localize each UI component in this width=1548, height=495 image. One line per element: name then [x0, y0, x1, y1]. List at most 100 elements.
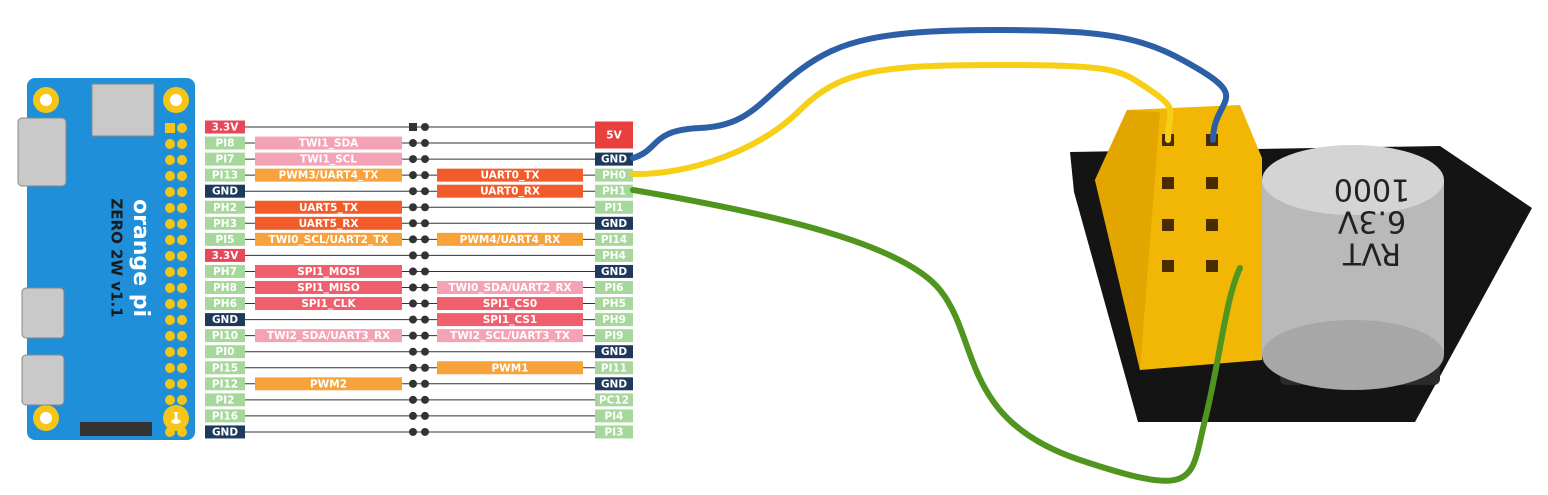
right-pin-label: PI11: [601, 362, 627, 374]
right-function-label-bg: [437, 329, 583, 343]
pin-dot: [409, 347, 417, 356]
right-pin-label: PH9: [602, 314, 626, 326]
pin-dot: [409, 427, 417, 436]
left-pin-label-bg: [205, 200, 245, 214]
pin-dot: [409, 395, 417, 404]
pin-dot: [409, 283, 417, 292]
capacitor-text: RVT: [1342, 236, 1401, 271]
board-pin: [177, 267, 187, 277]
board-pin: [165, 155, 175, 165]
left-function-label: SPI1_MISO: [297, 282, 360, 294]
left-function-label-bg: [255, 377, 402, 391]
right-pin-label-bg: [595, 345, 633, 359]
left-pin-label-bg: [205, 377, 245, 391]
right-pin-label-bg: [595, 361, 633, 375]
capacitor-top: [1262, 145, 1444, 215]
wire-rx: [630, 187, 1243, 484]
pin-dot: [421, 395, 429, 404]
left-function-label-bg: [255, 232, 402, 246]
pin-dot: [421, 379, 429, 388]
pin-dot: [409, 411, 417, 420]
right-pin-label-bg: [595, 281, 633, 294]
left-pin-label: PH8: [213, 282, 237, 294]
right-pin-label-bg: [595, 377, 633, 391]
right-pin-label-bg: [595, 248, 633, 262]
right-pin-label-bg: [595, 425, 633, 439]
right-function-label: SPI1_CS1: [483, 314, 538, 326]
board-pin: [177, 427, 187, 437]
board-pin: [165, 379, 175, 389]
board-model: ZERO 2W v1.1: [108, 198, 126, 317]
capacitor-bottom: [1262, 320, 1444, 390]
board-pin: [165, 171, 175, 181]
mount-hole: [40, 412, 52, 424]
capacitor-text: 1000: [1334, 172, 1410, 207]
left-pin-label: PI10: [212, 330, 238, 342]
left-pin-label: PI13: [212, 170, 238, 182]
board-pin: [177, 123, 187, 133]
board-pin: [165, 411, 175, 421]
left-pin-label-bg: [205, 216, 245, 230]
left-function-label: SPI1_CLK: [301, 298, 356, 310]
left-pin-label-bg: [205, 184, 245, 198]
right-pin-label-bg: [595, 329, 633, 343]
pin-dot: [421, 283, 429, 292]
board-pin: [165, 267, 175, 277]
right-pin-label: PH5: [602, 298, 626, 310]
pin-dot: [409, 171, 417, 180]
board-pin: [165, 235, 175, 245]
board-pin: [165, 315, 175, 325]
left-pin-label: PH6: [213, 298, 237, 310]
left-pin-label: PI15: [212, 362, 238, 374]
right-function-label: TWI0_SDA/UART2_RX: [448, 282, 571, 294]
board-pin: [177, 315, 187, 325]
pin-dot: [409, 251, 417, 260]
left-function-label: TWI0_SCL/UART2_TX: [269, 234, 389, 246]
right-pin-label-bg: [595, 121, 633, 149]
pin-dot: [421, 235, 429, 244]
mount-hole: [40, 94, 52, 106]
left-function-label: TWI2_SDA/UART3_RX: [267, 330, 390, 342]
board-pin: [165, 283, 175, 293]
board-pin: [177, 395, 187, 405]
right-pin-label-bg: [595, 264, 633, 278]
pin-dot: [421, 411, 429, 420]
left-function-label-bg: [255, 152, 402, 166]
mount-hole: [170, 94, 182, 106]
pin-dot: [409, 267, 417, 276]
board-pin: [165, 299, 175, 309]
socket-hole: [1162, 177, 1174, 189]
pinout: 3.3V 5V PI8 TWI1_SDA PI7 TWI1_SCL GND PI13 PWM3/…: [205, 120, 633, 439]
board-pin: [177, 347, 187, 357]
socket-hole: [1206, 260, 1218, 272]
right-pin-label: PH4: [602, 250, 626, 262]
pin-dot: [409, 315, 417, 324]
right-function-label-bg: [437, 297, 583, 311]
pin-dot: [409, 155, 417, 164]
pin-dot: [421, 299, 429, 308]
board-pin: [177, 363, 187, 373]
right-function-label: UART0_RX: [480, 186, 540, 198]
right-pin-label: GND: [601, 346, 627, 358]
board-pin-header: [165, 123, 187, 437]
right-function-label-bg: [437, 281, 583, 294]
left-pin-label: PH3: [213, 218, 237, 230]
right-pin-label-bg: [595, 152, 633, 166]
right-function-label-bg: [437, 361, 583, 375]
left-pin-label: PH2: [213, 202, 237, 214]
board-pin: [165, 139, 175, 149]
right-pin-label: PC12: [599, 394, 629, 406]
right-pin-label-bg: [595, 216, 633, 230]
board-pin: [177, 203, 187, 213]
left-pin-label-bg: [205, 313, 245, 327]
left-pin-label: GND: [212, 314, 238, 326]
socket-hole: [1162, 260, 1174, 272]
board-pin: [177, 139, 187, 149]
pin-dot: [421, 139, 429, 148]
left-pin-label: PI12: [212, 378, 238, 390]
left-function-label-bg: [255, 297, 402, 311]
board-pin: [177, 331, 187, 341]
pin-dot: [421, 219, 429, 228]
board-pin: [165, 251, 175, 261]
